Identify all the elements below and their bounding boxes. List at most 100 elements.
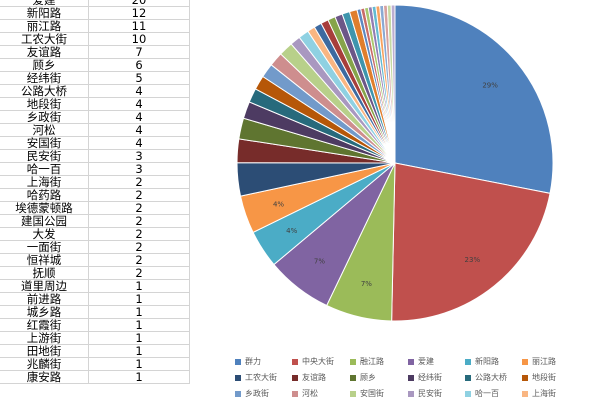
table-row[interactable]: 安国街 4 [0, 137, 190, 150]
legend-item[interactable]: 安国街 [350, 388, 384, 399]
cell-location-name[interactable]: 哈药路 [0, 189, 89, 201]
table-row[interactable]: 康安路 1 [0, 371, 190, 384]
cell-count[interactable]: 4 [89, 85, 190, 97]
cell-count[interactable]: 1 [89, 371, 190, 383]
table-row[interactable]: 丽江路 11 [0, 20, 190, 33]
cell-count[interactable]: 5 [89, 72, 190, 84]
cell-location-name[interactable]: 河松 [0, 124, 89, 136]
pie-slice[interactable] [391, 162, 551, 322]
cell-location-name[interactable]: 安国街 [0, 137, 89, 149]
cell-count[interactable]: 4 [89, 111, 190, 123]
legend-item[interactable]: 哈一百 [465, 388, 499, 399]
cell-count[interactable]: 6 [89, 59, 190, 71]
legend-item[interactable]: 中央大街 [292, 356, 334, 367]
pie-slice[interactable] [390, 4, 396, 164]
table-row[interactable]: 公路大桥 4 [0, 85, 190, 98]
pie-slice[interactable] [394, 4, 554, 194]
table-row[interactable]: 顾乡 6 [0, 59, 190, 72]
cell-location-name[interactable]: 康安路 [0, 371, 89, 383]
cell-location-name[interactable]: 道里周边 [0, 280, 89, 292]
cell-count[interactable]: 1 [89, 319, 190, 331]
cell-location-name[interactable]: 建国公园 [0, 215, 89, 227]
legend-item[interactable]: 新阳路 [465, 356, 499, 367]
cell-location-name[interactable]: 丽江路 [0, 20, 89, 32]
legend-item[interactable]: 丽江路 [522, 356, 556, 367]
table-row[interactable]: 乡政街 4 [0, 111, 190, 124]
legend-item[interactable]: 乡政街 [235, 388, 269, 399]
table-row[interactable]: 上游街 1 [0, 332, 190, 345]
legend-item[interactable]: 公路大桥 [465, 372, 507, 383]
legend-item[interactable]: 河松 [292, 388, 318, 399]
table-row[interactable]: 地段街 4 [0, 98, 190, 111]
cell-count[interactable]: 12 [89, 7, 190, 19]
table-row[interactable]: 抚顺 2 [0, 267, 190, 280]
table-row[interactable]: 道里周边 1 [0, 280, 190, 293]
cell-location-name[interactable]: 地段街 [0, 98, 89, 110]
cell-location-name[interactable]: 田地街 [0, 345, 89, 357]
table-row[interactable]: 恒祥城 2 [0, 254, 190, 267]
table-row[interactable]: 建国公园 2 [0, 215, 190, 228]
legend-item[interactable]: 经纬街 [408, 372, 442, 383]
cell-location-name[interactable]: 城乡路 [0, 306, 89, 318]
table-row[interactable]: 红霞街 1 [0, 319, 190, 332]
cell-location-name[interactable]: 新阳路 [0, 7, 89, 19]
cell-count[interactable]: 10 [89, 33, 190, 45]
cell-location-name[interactable]: 哈一百 [0, 163, 89, 175]
legend-item[interactable]: 群力 [235, 356, 261, 367]
cell-count[interactable]: 20 [89, 0, 190, 6]
table-row[interactable]: 友谊路 7 [0, 46, 190, 59]
cell-count[interactable]: 2 [89, 202, 190, 214]
cell-location-name[interactable]: 友谊路 [0, 46, 89, 58]
cell-location-name[interactable]: 经纬街 [0, 72, 89, 84]
cell-count[interactable]: 7 [89, 46, 190, 58]
cell-count[interactable]: 4 [89, 98, 190, 110]
cell-location-name[interactable]: 上海街 [0, 176, 89, 188]
table-row[interactable]: 一面街 2 [0, 241, 190, 254]
cell-location-name[interactable]: 抚顺 [0, 267, 89, 279]
cell-location-name[interactable]: 上游街 [0, 332, 89, 344]
cell-count[interactable]: 1 [89, 280, 190, 292]
cell-location-name[interactable]: 民安街 [0, 150, 89, 162]
cell-location-name[interactable]: 前进路 [0, 293, 89, 305]
cell-location-name[interactable]: 工农大街 [0, 33, 89, 45]
cell-count[interactable]: 2 [89, 228, 190, 240]
cell-location-name[interactable]: 红霞街 [0, 319, 89, 331]
cell-location-name[interactable]: 大发 [0, 228, 89, 240]
table-row[interactable]: 工农大街 10 [0, 33, 190, 46]
cell-count[interactable]: 2 [89, 267, 190, 279]
table-row[interactable]: 河松 4 [0, 124, 190, 137]
legend-item[interactable]: 顾乡 [350, 372, 376, 383]
table-row[interactable]: 埃德蒙顿路 2 [0, 202, 190, 215]
table-row[interactable]: 哈药路 2 [0, 189, 190, 202]
table-row[interactable]: 前进路 1 [0, 293, 190, 306]
cell-count[interactable]: 2 [89, 254, 190, 266]
cell-location-name[interactable]: 爱建 [0, 0, 89, 6]
legend-item[interactable]: 民安街 [408, 388, 442, 399]
cell-location-name[interactable]: 兆麟街 [0, 358, 89, 370]
cell-count[interactable]: 1 [89, 293, 190, 305]
cell-location-name[interactable]: 公路大桥 [0, 85, 89, 97]
cell-count[interactable]: 2 [89, 241, 190, 253]
table-row[interactable]: 兆麟街 1 [0, 358, 190, 371]
table-row[interactable]: 大发 2 [0, 228, 190, 241]
cell-count[interactable]: 1 [89, 345, 190, 357]
cell-count[interactable]: 4 [89, 124, 190, 136]
legend-item[interactable]: 爱建 [408, 356, 434, 367]
table-row[interactable]: 上海街 2 [0, 176, 190, 189]
legend-item[interactable]: 上海街 [522, 388, 556, 399]
legend-item[interactable]: 友谊路 [292, 372, 326, 383]
cell-count[interactable]: 11 [89, 20, 190, 32]
cell-location-name[interactable]: 顾乡 [0, 59, 89, 71]
table-row[interactable]: 城乡路 1 [0, 306, 190, 319]
cell-count[interactable]: 2 [89, 176, 190, 188]
cell-count[interactable]: 2 [89, 215, 190, 227]
legend-item[interactable]: 地段街 [522, 372, 556, 383]
table-row[interactable]: 新阳路 12 [0, 7, 190, 20]
cell-count[interactable]: 1 [89, 332, 190, 344]
cell-count[interactable]: 1 [89, 306, 190, 318]
table-row[interactable]: 田地街 1 [0, 345, 190, 358]
legend-item[interactable]: 融江路 [350, 356, 384, 367]
cell-count[interactable]: 3 [89, 163, 190, 175]
cell-count[interactable]: 2 [89, 189, 190, 201]
cell-location-name[interactable]: 埃德蒙顿路 [0, 202, 89, 214]
